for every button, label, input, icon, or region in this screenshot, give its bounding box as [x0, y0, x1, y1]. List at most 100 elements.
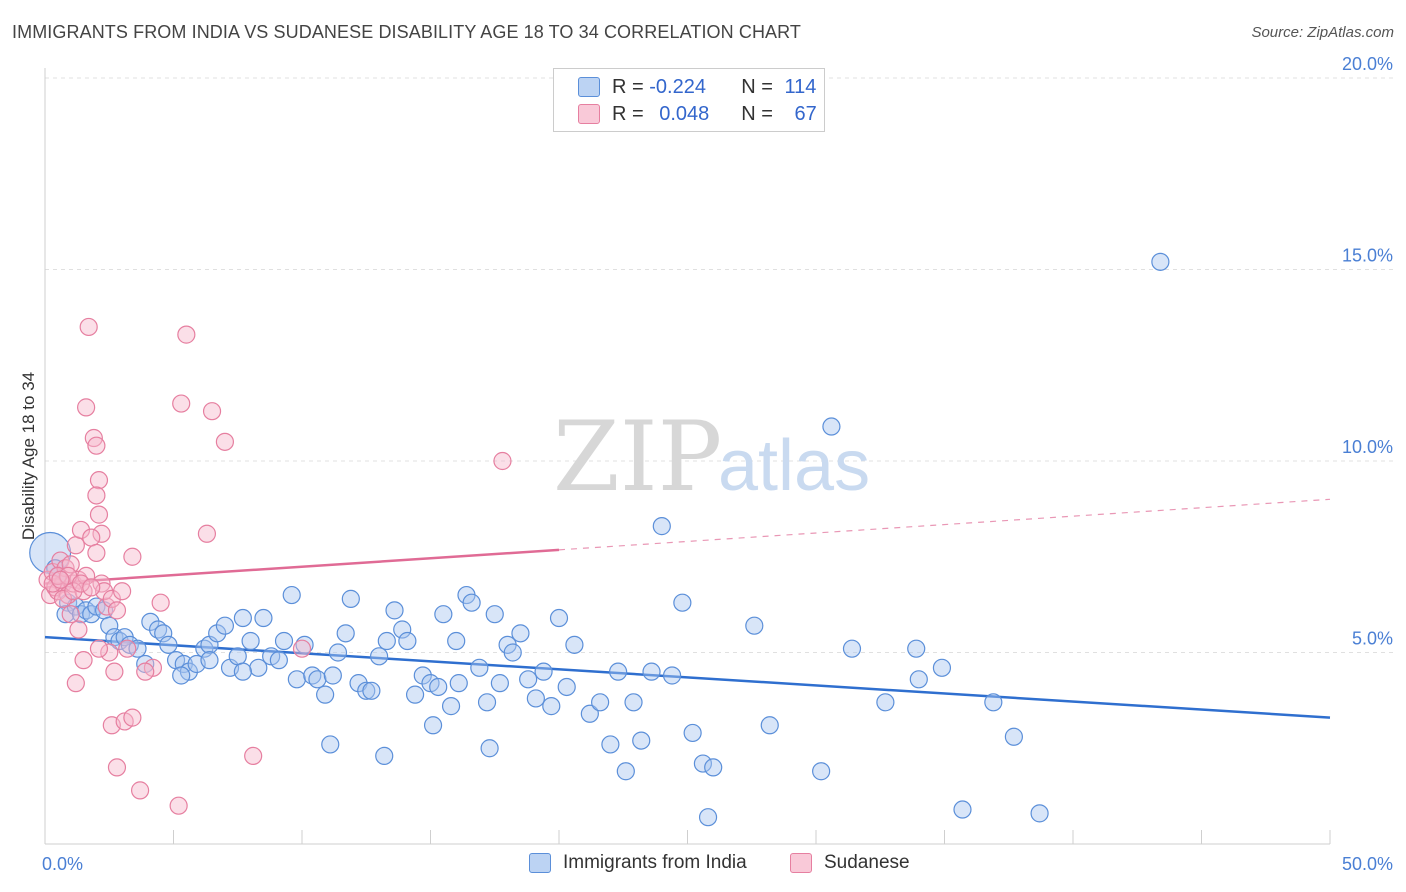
sudanese-n-label: N =	[741, 102, 779, 125]
sudanese-legend-label: Sudanese	[824, 852, 910, 873]
india-point	[208, 624, 227, 643]
sudanese-r-value: 0.048	[659, 102, 710, 125]
india-point	[876, 693, 895, 712]
india-point	[393, 620, 412, 639]
legend-item-sudanese[interactable]: Sudanese	[790, 852, 910, 874]
india-point	[274, 631, 294, 651]
x-tick-label: 0.0%	[42, 854, 83, 874]
india-n-value: 114	[784, 75, 817, 98]
watermark-atlas: atlas	[718, 426, 870, 506]
india-point	[398, 631, 417, 651]
india-point	[953, 800, 972, 819]
india-point	[580, 704, 599, 723]
watermark: ZIP atlas	[553, 401, 870, 513]
sudanese-point	[177, 325, 196, 344]
legend-item-india[interactable]: Immigrants from India	[529, 852, 747, 874]
india-point	[434, 605, 453, 624]
sudanese-point	[66, 536, 85, 555]
sudanese-point	[130, 781, 150, 800]
india-swatch	[578, 77, 600, 97]
india-point	[565, 635, 584, 654]
sudanese-point	[102, 589, 121, 608]
sudanese-trend-extension	[558, 498, 1331, 551]
india-point	[698, 808, 718, 827]
sudanese-swatch	[578, 104, 600, 124]
india-point	[316, 685, 335, 704]
india-point	[601, 735, 620, 754]
india-legend-swatch	[529, 853, 551, 873]
india-point	[228, 647, 247, 666]
source-label: Source: ZipAtlas.com	[1251, 24, 1394, 41]
sudanese-point	[202, 402, 222, 421]
sudanese-point	[89, 505, 109, 524]
india-point	[1004, 727, 1023, 746]
india-trend-line	[44, 635, 1331, 719]
india-point	[385, 601, 404, 620]
sudanese-point	[493, 451, 512, 471]
sudanese-point	[87, 436, 106, 455]
y-tick-label: 10.0%	[1342, 437, 1393, 457]
legend-row-sudanese: R = 0.048 N = 67	[578, 101, 817, 127]
india-point	[323, 666, 342, 685]
india-point	[249, 658, 268, 677]
india-point	[357, 681, 376, 700]
india-point	[215, 616, 234, 635]
india-point	[511, 624, 530, 643]
india-point	[128, 639, 147, 658]
sudanese-point	[66, 674, 85, 693]
india-point	[662, 666, 682, 685]
india-point	[405, 685, 425, 704]
india-point	[683, 723, 702, 743]
trend-lines	[44, 498, 1331, 719]
india-point	[1030, 804, 1049, 823]
sudanese-point	[92, 524, 111, 543]
sudanese-point	[197, 524, 217, 543]
india-legend-label: Immigrants from India	[563, 852, 747, 873]
india-point	[154, 624, 173, 643]
india-point	[287, 670, 306, 689]
india-point	[375, 746, 394, 766]
sudanese-r-label: R =	[612, 102, 650, 125]
sudanese-point	[51, 570, 70, 589]
india-point	[233, 608, 252, 628]
india-point	[254, 608, 273, 628]
india-point	[526, 689, 545, 708]
india-point	[485, 605, 504, 624]
india-point	[233, 662, 252, 681]
india-point	[984, 693, 1003, 712]
india-point	[760, 716, 779, 735]
india-point	[693, 754, 713, 773]
sudanese-point	[53, 589, 73, 608]
india-point	[616, 762, 635, 781]
sudanese-n-value: 67	[794, 102, 817, 125]
india-point	[462, 593, 481, 612]
india-point	[200, 651, 219, 670]
sudanese-point	[244, 746, 263, 766]
india-point	[549, 608, 569, 628]
sudanese-point	[82, 578, 101, 597]
india-point	[503, 643, 522, 662]
india-point	[477, 693, 497, 712]
india-point	[328, 643, 348, 662]
india-point	[282, 585, 301, 605]
sudanese-point	[100, 643, 119, 662]
india-r-value: -0.224	[649, 75, 706, 98]
correlation-legend: R = -0.224 N = 114 R = 0.048 N = 67	[553, 68, 825, 132]
india-point	[341, 589, 360, 608]
sudanese-point	[123, 708, 142, 727]
india-point	[370, 647, 389, 666]
india-point	[632, 731, 651, 750]
india-point	[172, 666, 191, 685]
india-point	[56, 605, 75, 624]
sudanese-point	[64, 582, 83, 601]
india-point	[642, 662, 661, 681]
sudanese-legend-swatch	[790, 853, 812, 873]
india-point	[542, 697, 561, 716]
india-point	[812, 762, 831, 781]
india-point	[624, 693, 643, 712]
sudanese-point	[105, 662, 124, 681]
india-point	[100, 616, 119, 635]
india-point	[449, 674, 468, 693]
india-point	[909, 670, 928, 689]
